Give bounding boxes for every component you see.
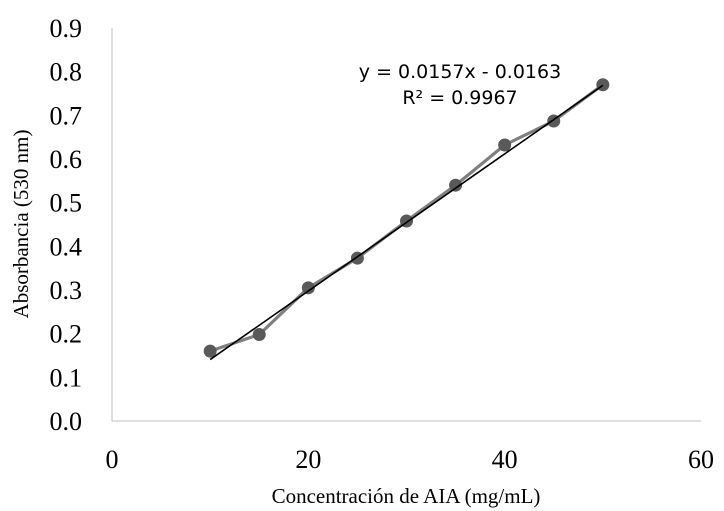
y-tick-label: 0.4 bbox=[50, 232, 83, 261]
y-tick-label: 0.0 bbox=[50, 407, 83, 436]
x-axis-title: Concentración de AIA (mg/mL) bbox=[272, 484, 541, 508]
x-tick-label: 0 bbox=[106, 445, 119, 474]
y-tick-label: 0.7 bbox=[50, 101, 83, 130]
y-tick-label: 0.3 bbox=[50, 276, 83, 305]
y-tick-label: 0.5 bbox=[50, 189, 83, 218]
y-tick-label: 0.9 bbox=[50, 14, 83, 43]
data-point bbox=[449, 178, 463, 192]
data-point bbox=[498, 138, 512, 152]
data-point bbox=[301, 281, 315, 295]
data-point bbox=[252, 328, 266, 342]
x-tick-label: 40 bbox=[492, 445, 518, 474]
y-tick-label: 0.6 bbox=[50, 145, 83, 174]
trendline bbox=[209, 84, 604, 361]
series-points bbox=[203, 78, 610, 358]
y-tick-label: 0.1 bbox=[50, 363, 83, 392]
data-point bbox=[203, 344, 217, 358]
x-tick-label: 60 bbox=[688, 445, 714, 474]
y-axis-title: Absorbancia (530 nm) bbox=[9, 130, 33, 319]
axes bbox=[111, 28, 701, 422]
trendline-equation: y = 0.0157x - 0.0163 bbox=[359, 61, 561, 83]
y-tick-labels: 0.0 0.1 0.2 0.3 0.4 0.5 0.6 0.7 0.8 0.9 bbox=[50, 14, 83, 436]
trendline-r-squared: R² = 0.9967 bbox=[402, 87, 517, 109]
y-tick-label: 0.2 bbox=[50, 320, 83, 349]
y-tick-label: 0.8 bbox=[50, 58, 83, 87]
x-tick-label: 20 bbox=[295, 445, 321, 474]
x-tick-labels: 0 20 40 60 bbox=[106, 445, 715, 474]
